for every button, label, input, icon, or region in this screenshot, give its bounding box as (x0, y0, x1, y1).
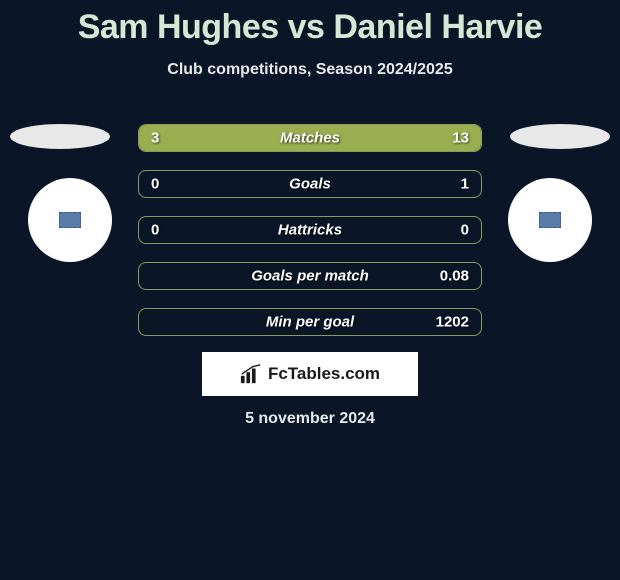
stat-row: 0.08Goals per match (138, 262, 482, 290)
subtitle: Club competitions, Season 2024/2025 (0, 61, 620, 79)
stats-rows: 313Matches 01Goals 00Hattricks 0.08Goals pe… (138, 124, 482, 354)
fctables-logo: FcTables.com (202, 352, 418, 396)
player1-flag (10, 124, 110, 149)
logo-text: FcTables.com (268, 364, 380, 384)
chart-icon (240, 364, 262, 384)
club-placeholder-icon (59, 212, 81, 228)
player2-club-badge (508, 178, 592, 262)
stat-row: 01Goals (138, 170, 482, 198)
stat-label: Hattricks (139, 222, 481, 239)
stat-label: Goals per match (139, 268, 481, 285)
stat-row: 1202Min per goal (138, 308, 482, 336)
stat-row: 00Hattricks (138, 216, 482, 244)
stat-label: Min per goal (139, 314, 481, 331)
date-label: 5 november 2024 (0, 410, 620, 428)
player1-club-badge (28, 178, 112, 262)
stat-label: Goals (139, 176, 481, 193)
player2-flag (510, 124, 610, 149)
club-placeholder-icon (539, 212, 561, 228)
stat-row: 313Matches (138, 124, 482, 152)
page-title: Sam Hughes vs Daniel Harvie (0, 0, 620, 47)
stat-label: Matches (139, 130, 481, 147)
